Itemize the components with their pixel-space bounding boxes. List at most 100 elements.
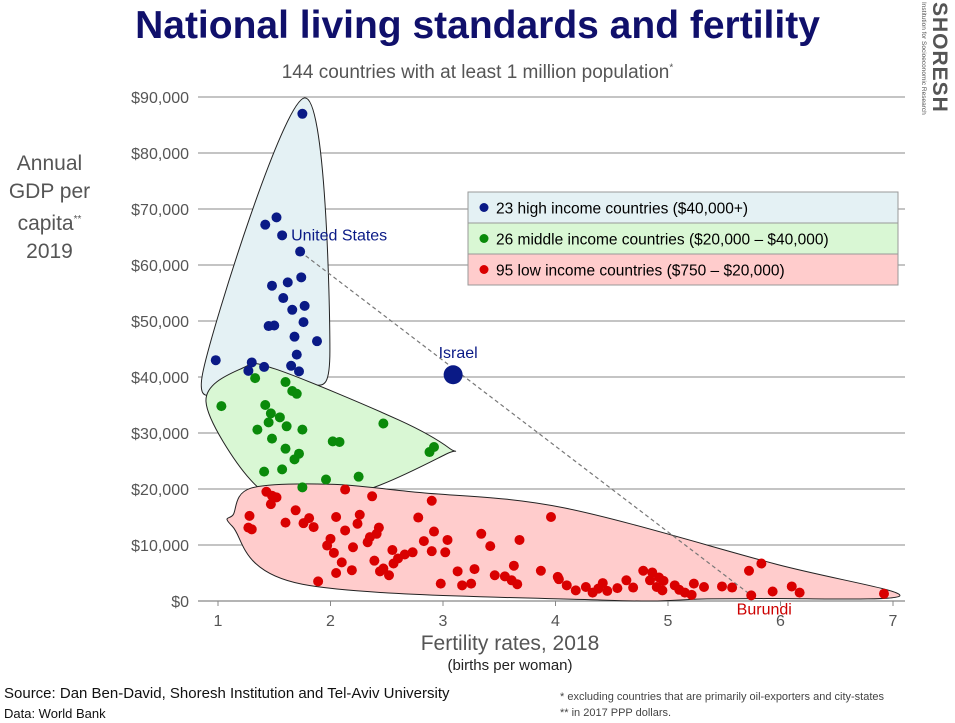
low-income-point <box>346 565 357 576</box>
low-income-point <box>457 580 468 591</box>
legend-label: 23 high income countries ($40,000+) <box>496 201 748 218</box>
low-income-point <box>514 534 525 545</box>
middle-income-point <box>252 424 263 435</box>
middle-income-point <box>216 401 227 412</box>
low-income-point <box>426 546 437 557</box>
high-income-point <box>278 293 289 304</box>
trend-line <box>299 251 752 596</box>
low-income-point <box>271 492 282 503</box>
middle-income-point <box>291 388 302 399</box>
logo-tagline: Institution for Socioeconomic Research <box>920 2 927 115</box>
high-income-point <box>267 280 277 291</box>
middle-income-point <box>378 418 389 429</box>
low-income-point <box>442 534 453 545</box>
y-tick-label: $10,000 <box>131 538 189 555</box>
israel-point <box>443 365 463 385</box>
low-income-point <box>328 547 339 558</box>
low-income-point <box>393 553 403 564</box>
y-tick-label: $40,000 <box>131 370 189 387</box>
footnote-1: * excluding countries that are primarily… <box>560 691 885 703</box>
footnote-2: ** in 2017 PPP dollars. <box>560 707 672 719</box>
low-income-point <box>879 588 889 599</box>
legend-marker <box>479 265 489 274</box>
high-income-point <box>295 246 306 257</box>
low-income-point <box>570 585 581 596</box>
low-income-point <box>364 532 375 543</box>
low-income-point <box>612 583 623 594</box>
low-income-point <box>429 526 439 537</box>
high-income-point <box>299 300 310 311</box>
high-income-point <box>269 320 280 331</box>
y-tick-label: $30,000 <box>131 426 189 443</box>
low-income-point <box>628 582 639 593</box>
y-tick-label: $50,000 <box>131 314 189 331</box>
middle-income-point <box>424 447 435 458</box>
middle-income-point <box>267 433 277 444</box>
y-tick-label: $70,000 <box>131 202 189 219</box>
high-income-point <box>286 360 297 371</box>
low-income-point <box>369 555 380 566</box>
low-income-point <box>485 541 496 552</box>
low-income-point <box>418 536 429 547</box>
middle-income-region <box>205 362 457 503</box>
y-tick-label: $90,000 <box>131 90 189 107</box>
low-income-point <box>407 547 418 558</box>
low-income-point <box>387 545 398 556</box>
middle-income-point <box>297 424 308 435</box>
low-income-point <box>699 582 709 592</box>
legend-box <box>467 222 899 255</box>
low-income-point <box>440 547 451 558</box>
x-tick-label: 4 <box>551 613 560 630</box>
y-axis-label: Annual GDP per capita** 2019 <box>2 150 97 266</box>
data-credit: Data: World Bank <box>4 706 106 721</box>
low-income-point <box>508 560 519 571</box>
high-income-point <box>282 277 293 288</box>
low-income-point <box>674 584 685 595</box>
low-income-point <box>621 575 632 586</box>
high-income-point <box>277 230 288 241</box>
low-income-point <box>469 564 480 575</box>
low-income-point <box>686 589 697 600</box>
low-income-point <box>331 512 342 522</box>
low-income-point <box>375 566 385 577</box>
y-tick-label: $0 <box>171 594 189 611</box>
middle-income-point <box>274 412 285 423</box>
low-income-point <box>602 585 613 596</box>
legend-label: 26 middle income countries ($20,000 – $4… <box>496 232 829 249</box>
low-income-point <box>244 510 255 521</box>
middle-income-point <box>289 454 300 465</box>
high-income-point <box>246 357 257 368</box>
low-income-point <box>512 579 523 590</box>
low-income-point <box>597 578 608 589</box>
legend-label: 95 low income countries ($750 – $20,000) <box>496 263 785 280</box>
low-income-point <box>744 565 754 576</box>
middle-income-point <box>281 421 292 432</box>
low-income-point <box>476 528 487 539</box>
low-income-point <box>354 509 365 520</box>
y-label-line-2: GDP per <box>8 180 91 203</box>
y-label-footnote-mark: ** <box>73 214 82 225</box>
middle-income-point <box>321 474 331 485</box>
low-income-point <box>331 568 342 578</box>
low-income-point <box>313 576 324 587</box>
low-income-point <box>466 578 477 589</box>
low-income-point <box>298 518 309 529</box>
low-income-point <box>426 495 437 506</box>
middle-income-point <box>297 482 308 493</box>
x-axis-label: Fertility rates, 2018 <box>420 632 600 655</box>
subtitle-text: 144 countries with at least 1 million po… <box>281 62 670 83</box>
y-label-line-3-text: capita <box>17 212 74 235</box>
low-income-point <box>657 585 668 596</box>
x-tick-label: 6 <box>776 613 785 630</box>
middle-income-point <box>259 466 270 477</box>
high-income-point <box>297 108 308 119</box>
low-income-point <box>435 578 446 589</box>
middle-income-point <box>280 443 291 454</box>
high-income-point <box>259 361 270 372</box>
high-income-point <box>298 317 309 328</box>
low-income-point <box>489 570 500 581</box>
high-income-point <box>210 355 221 366</box>
high-income-point <box>294 366 304 377</box>
low-income-point <box>246 524 257 535</box>
low-income-point <box>786 581 797 592</box>
